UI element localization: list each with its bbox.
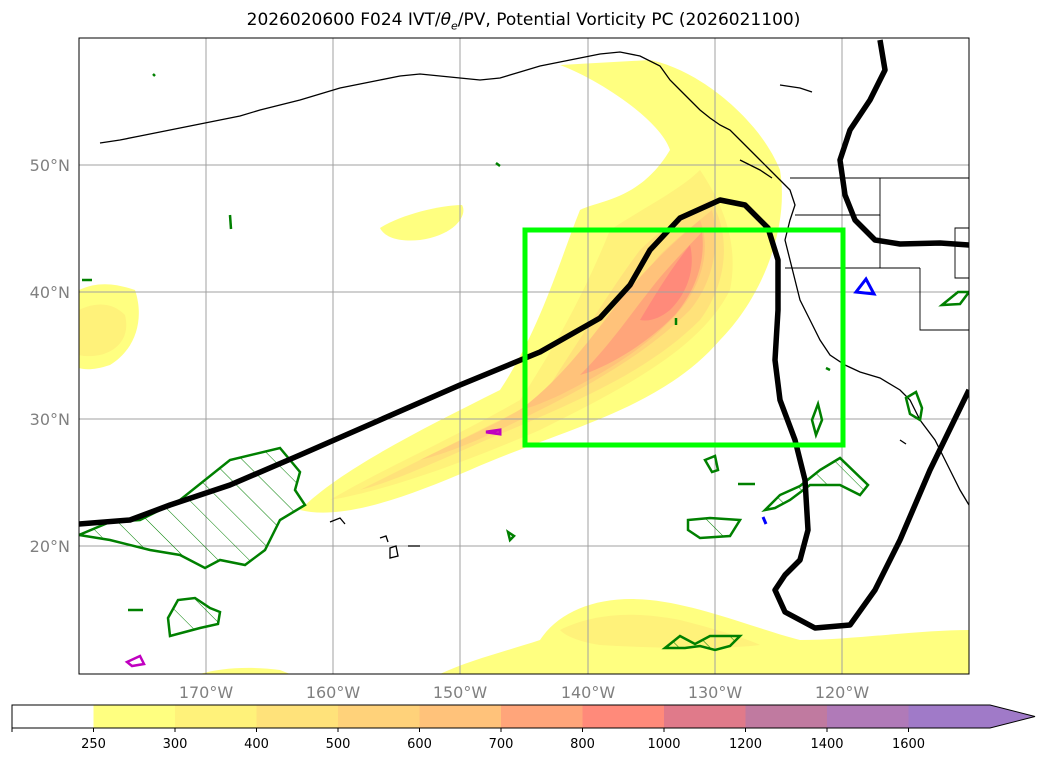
colorbar-segment [908,705,1035,728]
colorbar-tick-label: 600 [407,737,432,752]
colorbar: 250 300 400 500 600 700 800 1000 1200 1400 1600 [11,704,1036,752]
magenta-contour-small [124,654,146,668]
colorbar-tick-label: 1200 [729,737,762,752]
lon-label-130w: 130°W [688,683,743,702]
coastlines [99,51,969,559]
map-title: 2026020600 F024 IVT/θe/PV, Potential Vor… [246,10,801,33]
map-frame [78,37,970,675]
colorbar-tick-label: 1000 [647,737,680,752]
map-area [79,38,969,674]
colorbar-segment [338,705,420,728]
lon-label-160w: 160°W [306,683,361,702]
colorbar-tick-label: 800 [570,737,595,752]
colorbar-segment [419,705,502,728]
colorbar-tick-label: 1400 [810,737,843,752]
lon-label-170w: 170°W [179,683,234,702]
lon-label-150w: 150°W [433,683,488,702]
highlight-box [522,227,846,448]
pv-contour-line [79,197,969,631]
lon-label-120w: 120°W [815,683,870,702]
longitude-labels: 170°W 160°W 150°W 140°W 130°W 120°W [179,683,870,702]
colorbar-tick-label: 250 [81,737,106,752]
colorbar-segment [12,705,94,728]
colorbar-segment [175,705,257,728]
colorbar-tick-label: 400 [244,737,269,752]
colorbar-tick-label: 1600 [892,737,925,752]
colorbar-segment [501,705,583,728]
colorbar-tick-label: 500 [326,737,351,752]
magenta-contour [485,428,502,436]
colorbar-tick-label: 700 [489,737,514,752]
colorbar-segment [256,705,339,728]
lat-label-30: 30°N [30,410,70,429]
blue-contour [853,276,877,296]
lat-label-20: 20°N [30,537,70,556]
ivt-shading [79,60,969,674]
latitude-labels: 50°N 40°N 30°N 20°N [30,156,70,556]
lat-label-50: 50°N [30,156,70,175]
colorbar-tick-label: 300 [163,737,188,752]
colorbar-segment [93,705,176,728]
blue-contour-small [761,516,768,525]
colorbar-segment [827,705,909,728]
lat-label-40: 40°N [30,283,70,302]
colorbar-segment [582,705,665,728]
pv-contour-line-north [837,39,969,248]
colorbar-segment [745,705,828,728]
lon-label-140w: 140°W [561,683,616,702]
colorbar-segment [664,705,746,728]
colorbar-frame [11,704,1036,729]
